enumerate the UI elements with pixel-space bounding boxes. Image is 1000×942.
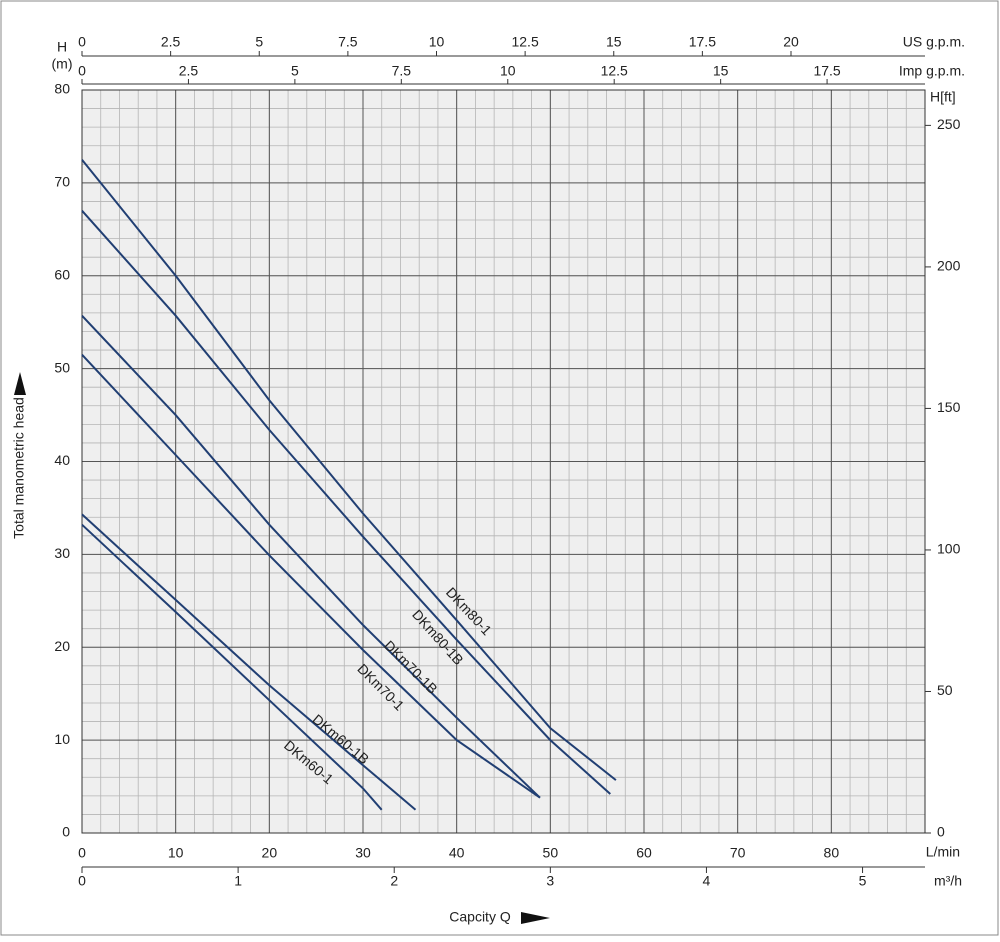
- tick-label: 2.5: [179, 63, 199, 79]
- arrow: [14, 372, 26, 395]
- x-tick-label: 40: [449, 845, 465, 861]
- y-tick-label: 60: [54, 266, 70, 282]
- curve: [81, 513, 417, 811]
- x-tick-label: 0: [78, 845, 86, 861]
- y2-tick-label: 150: [937, 399, 961, 415]
- tick-label: 0: [78, 34, 86, 50]
- x-tick-label: 80: [824, 845, 840, 861]
- x-tick-label: 30: [355, 845, 371, 861]
- y2-tick-label: 200: [937, 258, 961, 274]
- x-tick-label: 10: [168, 845, 184, 861]
- tick-label: 1: [234, 873, 242, 889]
- tick-label: 15: [606, 34, 622, 50]
- axis-label: m³/h: [934, 873, 962, 889]
- y2-tick-label: 250: [937, 116, 961, 132]
- tick-label: 20: [783, 34, 799, 50]
- x-tick-label: 70: [730, 845, 746, 861]
- tick-label: 0: [78, 873, 86, 889]
- tick-label: 7.5: [338, 34, 358, 50]
- tick-label: 4: [703, 873, 711, 889]
- curve: [81, 210, 611, 795]
- y-tick-label: 40: [54, 452, 70, 468]
- y-tick-label: 70: [54, 174, 70, 190]
- y2-tick-label: 100: [937, 541, 961, 557]
- y-unit: (m): [52, 56, 73, 72]
- tick-label: 0: [78, 63, 86, 79]
- axis-label: Imp g.p.m.: [899, 63, 965, 79]
- y-tick-label: 30: [54, 545, 70, 561]
- x-unit: L/min: [926, 844, 960, 860]
- x-tick-label: 50: [543, 845, 559, 861]
- curve: [81, 354, 541, 799]
- tick-label: 10: [500, 63, 516, 79]
- x-tick-label: 20: [262, 845, 278, 861]
- curve: [81, 523, 383, 811]
- curve: [81, 159, 617, 781]
- tick-label: 5: [291, 63, 299, 79]
- tick-label: 5: [859, 873, 867, 889]
- y-tick-label: 50: [54, 359, 70, 375]
- y-unit: H: [57, 39, 67, 55]
- y-tick-label: 0: [62, 824, 70, 840]
- y-label: Total manometric head: [11, 397, 27, 539]
- tick-label: 10: [429, 34, 445, 50]
- tick-label: 12.5: [511, 34, 538, 50]
- x-label: Capcity Q: [449, 909, 511, 925]
- y-tick-label: 20: [54, 638, 70, 654]
- axis-label: US g.p.m.: [903, 34, 965, 50]
- curve: [81, 315, 541, 799]
- tick-label: 17.5: [689, 34, 716, 50]
- tick-label: 5: [255, 34, 263, 50]
- tick-label: 2.5: [161, 34, 181, 50]
- tick-label: 2: [390, 873, 398, 889]
- x-tick-label: 60: [636, 845, 652, 861]
- tick-label: 17.5: [813, 63, 840, 79]
- tick-label: 7.5: [392, 63, 412, 79]
- tick-label: 15: [713, 63, 729, 79]
- y2-tick-label: 0: [937, 824, 945, 840]
- y-tick-label: 80: [54, 81, 70, 97]
- y2-tick-label: 50: [937, 682, 953, 698]
- y2-label: H[ft]: [930, 89, 956, 105]
- tick-label: 3: [546, 873, 554, 889]
- plot-border: [81, 89, 926, 834]
- tick-label: 12.5: [601, 63, 628, 79]
- y-tick-label: 10: [54, 731, 70, 747]
- arrow: [521, 912, 550, 924]
